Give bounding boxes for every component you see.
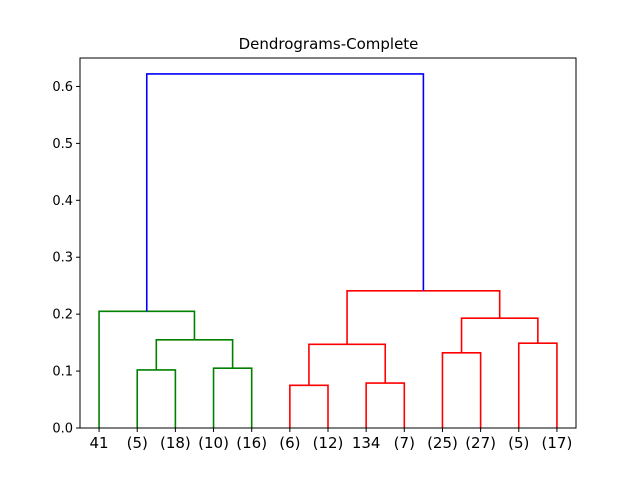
leaf-label: (25) [427,434,458,452]
leaf-label: (10) [198,434,229,452]
y-tick-label: 0.2 [52,308,73,323]
leaf-label: (16) [236,434,267,452]
leaf-label: (27) [465,434,496,452]
dendrogram-links [98,73,558,428]
y-tick-label: 0.6 [52,80,73,95]
dendrogram-link [155,338,234,370]
y-tick-label: 0.3 [52,251,73,266]
y-axis: 0.0 0.1 0.2 0.3 0.4 0.5 0.6 [52,80,80,437]
leaf-label: (6) [279,434,300,452]
dendrogram-link [517,342,558,428]
leaf-label: (17) [542,434,573,452]
dendrogram-link [136,369,177,428]
dendrogram-link [441,352,482,428]
leaf-label: (12) [313,434,344,452]
leaf-label: (7) [394,434,415,452]
y-tick-label: 0.4 [52,194,73,209]
dendrogram-link [365,382,406,428]
dendrogram-link [289,384,329,428]
leaf-label: 134 [352,434,381,452]
dendrogram-link [98,310,196,428]
y-tick-label: 0.0 [52,422,73,437]
chart-title: Dendrograms-Complete [239,35,419,53]
dendrogram-link [460,317,539,353]
dendrogram-link [212,367,253,428]
y-tick-label: 0.5 [52,137,73,152]
leaf-label: 41 [90,434,109,452]
x-axis: 41 (5) (18) (10) (16) (6) (12) 134 (7) (25) (27) (5… [90,428,573,452]
dendrogram-link [145,73,425,312]
leaf-label: (5) [508,434,529,452]
leaf-label: (18) [160,434,191,452]
dendrogram-link [308,343,387,386]
leaf-label: (5) [127,434,148,452]
y-tick-label: 0.1 [52,365,73,380]
plot-frame [79,57,577,429]
